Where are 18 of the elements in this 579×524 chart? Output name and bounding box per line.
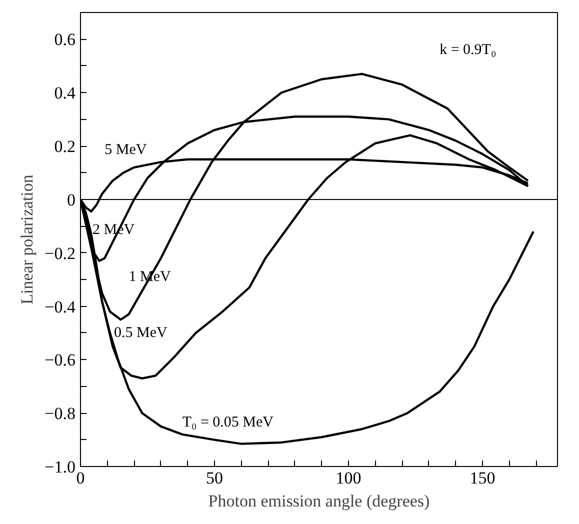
y-tick-label: −1.0 [44, 458, 76, 476]
y-tick-label: −0.2 [44, 244, 76, 263]
x-tick-label: 150 [470, 468, 496, 488]
y-tick-label: −0.6 [44, 350, 76, 370]
y-tick-label: 0.4 [54, 84, 76, 103]
annotation: 5 MeV [104, 142, 147, 158]
annotation: T₀ = 0.05 MeV [182, 414, 274, 430]
y-tick-label: 0.6 [54, 30, 76, 50]
y-tick-label: −0.4 [44, 297, 76, 316]
y-tick-label: 0 [67, 190, 76, 210]
y-axis-title: Linear polarization [18, 174, 37, 304]
x-tick-label: 100 [336, 468, 362, 488]
y-tick-label: 0.2 [54, 137, 76, 156]
y-tick-label: −0.8 [44, 404, 76, 424]
annotation: k = 0.9T₀ [440, 42, 496, 58]
x-axis-title: Photon emission angle (degrees) [208, 492, 430, 510]
annotation: 0.5 MeV [114, 324, 168, 341]
x-tick-label: 50 [206, 468, 223, 488]
